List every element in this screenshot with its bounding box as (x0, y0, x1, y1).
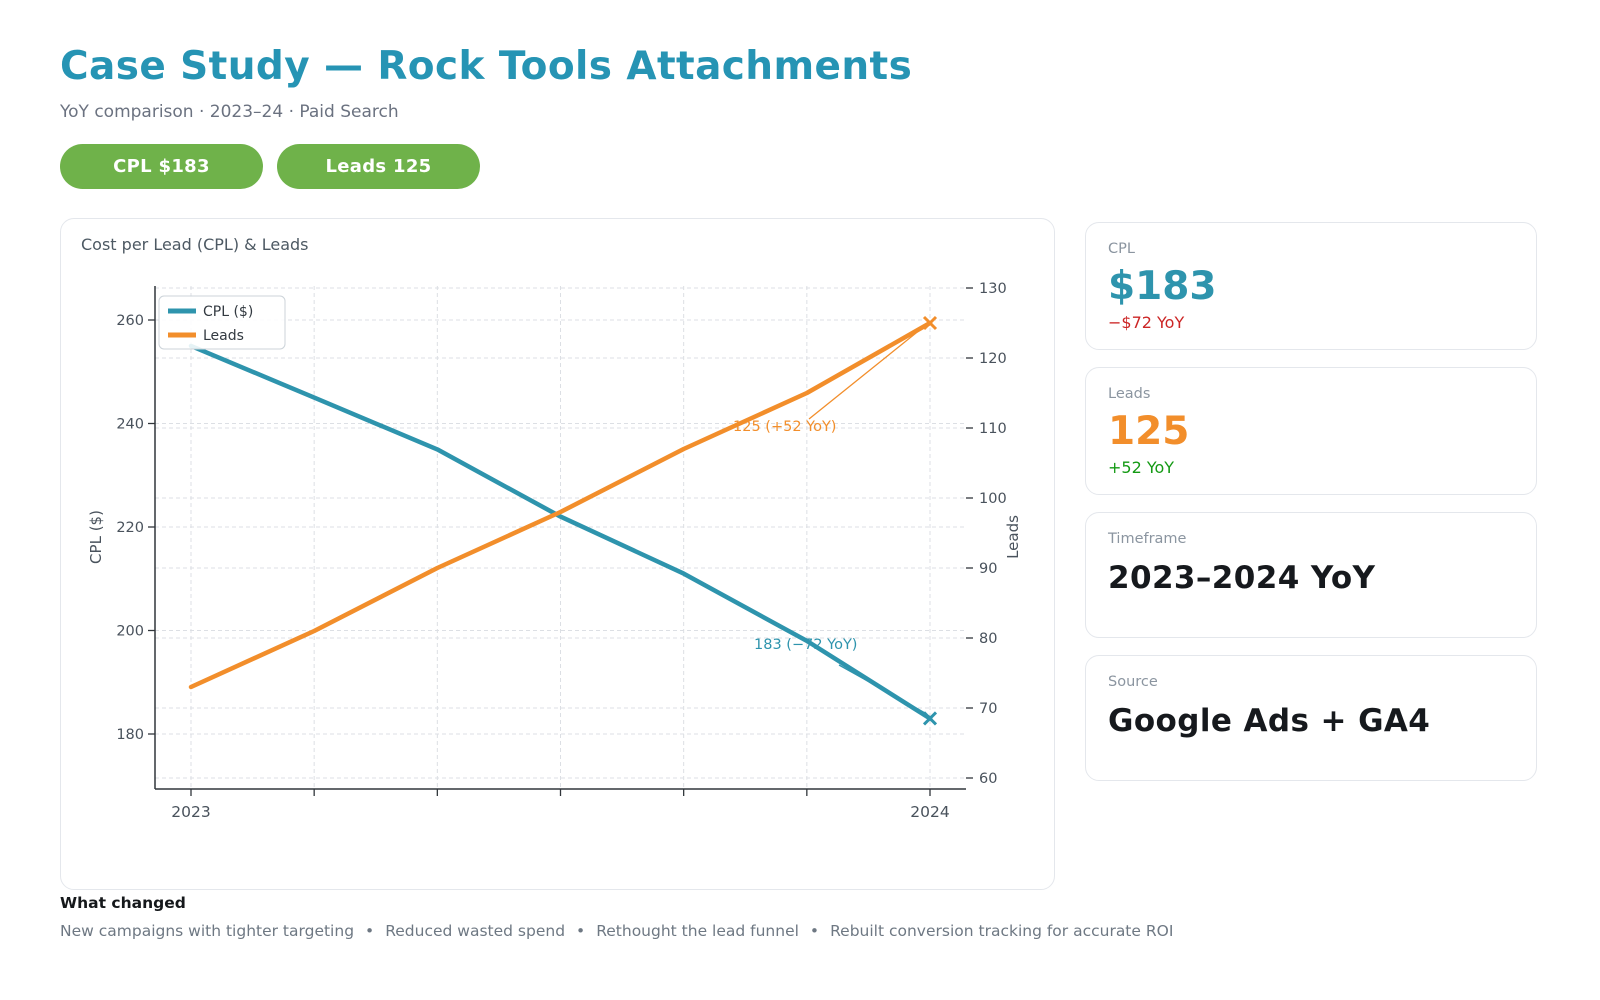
svg-text:260: 260 (116, 313, 144, 329)
svg-text:90: 90 (979, 561, 997, 577)
kpi-badges: CPL $183 Leads 125 (60, 144, 480, 189)
what-changed-items: New campaigns with tighter targeting • Red… (60, 922, 1173, 940)
svg-text:80: 80 (979, 631, 997, 647)
annotation-leads: 125 (+52 YoY) (733, 328, 922, 435)
page-title: Case Study — Rock Tools Attachments (60, 44, 913, 89)
svg-text:120: 120 (979, 351, 1007, 367)
annotation-cpl: 183 (−72 YoY) (754, 637, 926, 714)
svg-text:Leads: Leads (203, 328, 244, 344)
kpi-card-cpl: CPL $183 −$72 YoY (1085, 222, 1537, 350)
kpi-pill-cpl: CPL $183 (60, 144, 263, 189)
svg-text:200: 200 (116, 624, 144, 640)
left-axis: 180 200 220 240 260 CPL ($) (87, 313, 155, 743)
svg-text:100: 100 (979, 491, 1007, 507)
leads-series-line (188, 320, 933, 690)
what-changed-item: Rebuilt conversion tracking for accurate… (830, 922, 1174, 940)
kpi-card-leads: Leads 125 +52 YoY (1085, 367, 1537, 495)
page-subtitle: YoY comparison · 2023–24 · Paid Search (60, 102, 399, 122)
kpi-pill-leads: Leads 125 (277, 144, 480, 189)
svg-text:2023: 2023 (171, 803, 210, 821)
kpi-card-label: Leads (1108, 386, 1151, 402)
svg-text:180: 180 (116, 727, 144, 743)
info-card-timeframe: Timeframe 2023–2024 YoY (1085, 512, 1537, 638)
x-axis: 2023 2024 (171, 789, 950, 821)
kpi-card-label: CPL (1108, 241, 1135, 257)
svg-text:Leads: Leads (1004, 515, 1022, 559)
svg-text:110: 110 (979, 421, 1007, 437)
svg-text:CPL ($): CPL ($) (87, 510, 105, 564)
svg-text:70: 70 (979, 701, 997, 717)
chart-title: Cost per Lead (CPL) & Leads (81, 235, 309, 254)
svg-text:60: 60 (979, 771, 997, 787)
info-card-value: 2023–2024 YoY (1108, 560, 1376, 596)
cpl-end-marker (922, 711, 938, 726)
svg-text:125 (+52 YoY): 125 (+52 YoY) (733, 419, 836, 435)
chart-card: 180 200 220 240 260 CPL ($) 60 70 80 90 100 110 120 1… (60, 218, 1055, 890)
leads-end-marker (922, 315, 938, 331)
what-changed-item: Rethought the lead funnel (596, 922, 799, 940)
right-axis: 60 70 80 90 100 110 120 130 Leads (966, 281, 1022, 787)
cpl-leads-line-chart: 180 200 220 240 260 CPL ($) 60 70 80 90 100 110 120 1… (87, 281, 1022, 821)
kpi-card-value: $183 (1108, 264, 1217, 309)
bullet-separator: • (365, 922, 375, 940)
info-card-source: Source Google Ads + GA4 (1085, 655, 1537, 781)
what-changed-item: New campaigns with tighter targeting (60, 922, 355, 940)
kpi-card-delta: +52 YoY (1108, 458, 1175, 477)
svg-text:240: 240 (116, 417, 144, 433)
kpi-card-value: 125 (1108, 409, 1190, 454)
gridlines (155, 286, 966, 789)
what-changed-item: Reduced wasted spend (385, 922, 566, 940)
svg-text:2024: 2024 (910, 803, 949, 821)
svg-text:183 (−72 YoY): 183 (−72 YoY) (754, 637, 857, 653)
svg-text:220: 220 (116, 520, 144, 536)
bullet-separator: • (576, 922, 586, 940)
kpi-sidebar: CPL $183 −$72 YoY Leads 125 +52 YoY Time… (1085, 222, 1537, 781)
cpl-series-line (188, 343, 933, 721)
info-card-label: Timeframe (1108, 531, 1187, 547)
what-changed-heading: What changed (60, 894, 186, 912)
svg-text:CPL ($): CPL ($) (203, 304, 253, 320)
bullet-separator: • (809, 922, 820, 940)
svg-text:130: 130 (979, 281, 1007, 297)
info-card-label: Source (1108, 674, 1158, 690)
kpi-card-delta: −$72 YoY (1108, 313, 1185, 332)
legend: CPL ($) Leads (158, 295, 286, 350)
info-card-value: Google Ads + GA4 (1108, 703, 1431, 739)
